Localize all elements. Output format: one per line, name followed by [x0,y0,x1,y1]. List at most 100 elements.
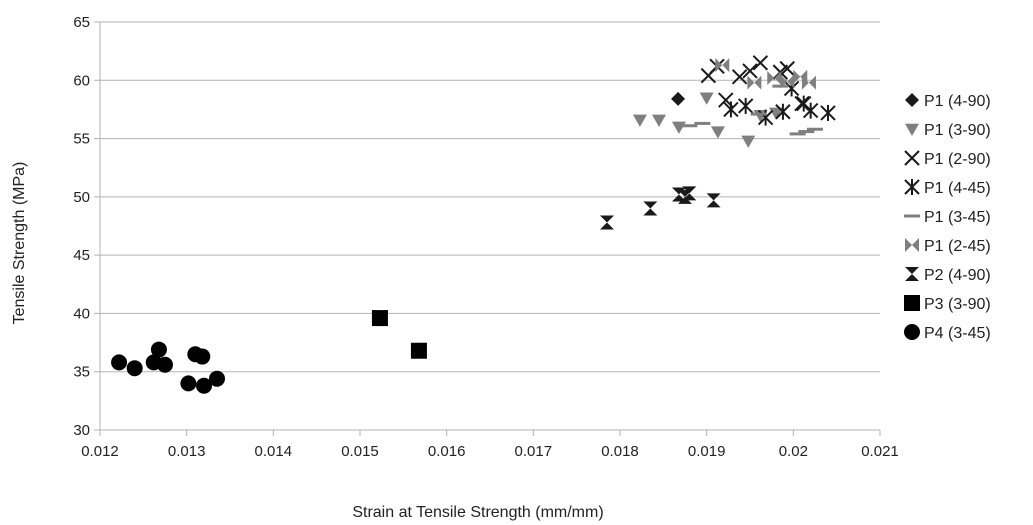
x-tick-label: 0.02 [779,443,808,460]
legend-marker [905,238,919,252]
data-point [706,193,721,208]
legend-item: P1 (4-45) [904,179,991,197]
data-point [794,95,810,112]
data-point [111,354,128,371]
legend-marker [904,214,920,218]
data-point [802,102,819,119]
data-point [801,75,816,90]
series-1 [671,91,686,106]
y-tick-label: 30 [73,422,90,439]
legend-marker [905,123,919,136]
data-point [652,114,666,127]
legend-label: P1 (4-90) [924,93,991,110]
y-tick-label: 45 [73,247,90,264]
y-tick-label: 60 [73,72,90,89]
x-tick-label: 0.013 [168,443,206,460]
data-point [600,215,614,230]
x-axis-title: Strain at Tensile Strength (mm/mm) [352,504,603,521]
legend-item: P3 (3-90) [904,295,991,313]
y-tick-label: 40 [73,305,90,322]
data-point [731,69,748,85]
x-tick-label: 0.021 [861,443,899,460]
legend-label: P1 (4-45) [924,180,991,197]
data-point [798,130,815,134]
data-point [741,135,756,148]
legend-item: P1 (3-45) [904,209,991,226]
x-tick-label: 0.014 [255,443,293,460]
legend-label: P1 (3-90) [924,122,991,139]
y-axis-title: Tensile Strength (MPa) [11,162,28,325]
legend-label: P1 (3-45) [924,209,991,226]
data-point [752,55,769,71]
legend-item: P1 (2-90) [904,150,991,168]
legend-item: P1 (3-90) [905,122,991,139]
data-point [699,92,714,105]
series-8 [371,310,427,359]
legend-item: P1 (4-90) [905,93,991,110]
data-point [820,104,836,121]
data-point [671,121,686,134]
series-2 [632,92,783,148]
data-point [681,124,698,128]
data-points [111,55,836,394]
legend-label: P1 (2-90) [924,151,991,168]
legend-label: P4 (3-45) [924,325,991,342]
data-point [194,348,211,365]
data-point [694,121,711,125]
data-point [671,91,686,106]
tick-labels: 30 35 40 45 50 55 60 65 0.012 0.013 0.014 0.015 0.01… [73,14,898,460]
data-point [789,132,806,136]
series-5 [681,84,823,136]
data-point [780,74,795,89]
grid-lines [100,21,880,431]
legend-label: P1 (2-45) [924,238,991,255]
series-3 [700,55,810,112]
legend-marker [904,324,920,340]
data-point [196,377,212,394]
legend-marker [905,267,919,281]
legend-label: P3 (3-90) [924,296,991,313]
data-point [737,97,754,114]
data-point [750,112,767,116]
series-9 [111,341,225,394]
x-tick-label: 0.016 [428,443,466,460]
x-tick-label: 0.018 [601,443,639,460]
data-point [682,186,697,201]
y-tick-label: 50 [73,189,90,206]
x-tick-label: 0.015 [341,443,379,460]
data-point [715,58,730,73]
legend-item: P4 (3-45) [904,324,991,342]
data-point [775,103,791,120]
data-point [126,360,143,377]
data-point [807,127,823,131]
legend-marker [905,93,919,107]
data-point [779,60,795,77]
data-point [632,114,647,127]
legend-marker [904,179,920,195]
x-tick-label: 0.019 [688,443,726,460]
data-point [157,356,173,373]
legend-marker [904,150,920,166]
data-point [723,101,739,118]
data-point [410,342,427,359]
legend-item: P2 (4-90) [905,267,991,284]
legend-label: P2 (4-90) [924,267,991,284]
series-6 [715,58,816,90]
data-point [767,70,782,85]
data-point [209,370,225,387]
x-tick-label: 0.017 [515,443,553,460]
legend-marker [904,295,920,311]
axes [94,21,881,436]
legend: P1 (4-90) P1 (3-90) P1 (2-90) P1 (4-45) P1 (… [904,93,991,342]
data-point [710,126,725,139]
data-point [150,341,167,358]
y-tick-label: 35 [73,364,90,381]
data-point [371,310,388,327]
y-tick-label: 65 [73,14,90,31]
series-4 [723,80,836,126]
legend-item: P1 (2-45) [905,238,991,255]
y-tick-label: 55 [73,131,90,148]
data-point [180,375,197,392]
data-point [747,75,762,90]
